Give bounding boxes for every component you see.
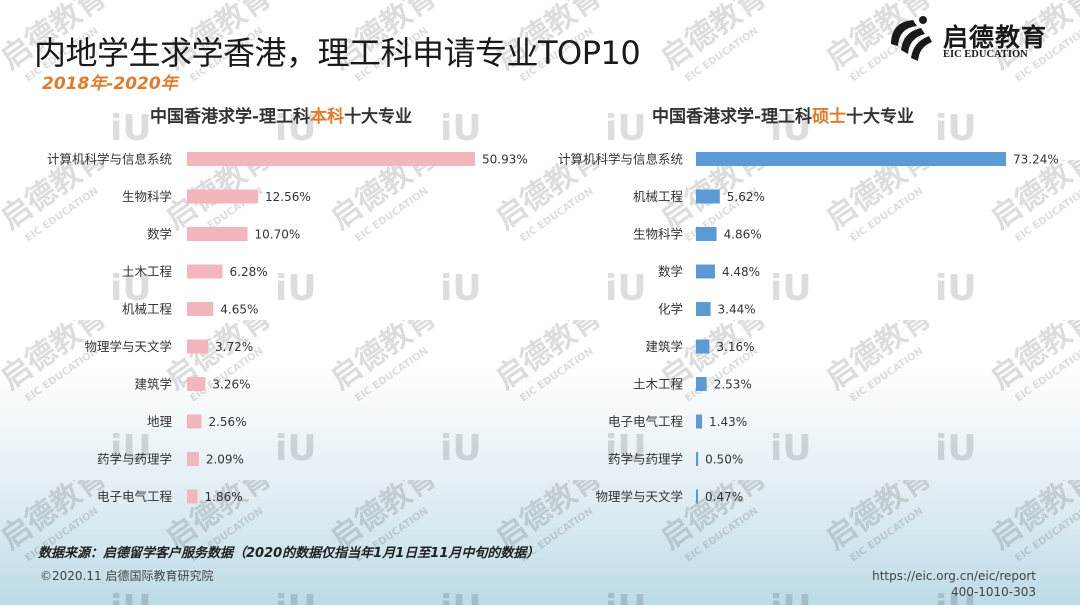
- category-label: 数学: [658, 264, 683, 279]
- bar: [187, 414, 202, 429]
- report-url: https://eic.org.cn/eic/report: [872, 569, 1036, 583]
- bar: [696, 227, 717, 241]
- data-label: 4.65%: [220, 303, 258, 317]
- data-label: 3.44%: [718, 303, 756, 317]
- category-label: 地理: [147, 414, 173, 429]
- chart-title-prefix: 中国香港求学-理工科: [652, 107, 813, 127]
- data-label: 0.50%: [705, 453, 743, 467]
- data-label: 50.93%: [482, 153, 528, 167]
- logo-name-cn: 启德教育: [943, 23, 1048, 52]
- category-label: 药学与药理学: [97, 452, 172, 467]
- data-label: 10.70%: [255, 228, 301, 242]
- bar: [696, 189, 720, 204]
- eic-logo: 启德教育 EIC EDUCATION: [887, 14, 1057, 64]
- category-label: 生物科学: [122, 189, 172, 204]
- category-label: 电子电气工程: [97, 489, 173, 504]
- page-title: 内地学生求学香港，理工科申请专业TOP10: [34, 34, 641, 72]
- data-label: 1.43%: [709, 415, 747, 429]
- data-label: 12.56%: [265, 190, 311, 204]
- category-label: 建筑学: [134, 377, 172, 392]
- category-label: 机械工程: [122, 302, 173, 317]
- bar: [187, 377, 206, 391]
- data-label: 3.72%: [215, 340, 253, 354]
- data-label: 3.16%: [716, 340, 754, 354]
- data-label: 4.48%: [722, 265, 760, 279]
- category-label: 电子电气工程: [608, 414, 684, 429]
- bar: [187, 452, 199, 466]
- category-label: 计算机科学与信息系统: [47, 152, 172, 167]
- data-label: 73.24%: [1013, 153, 1059, 167]
- bar: [696, 152, 1006, 166]
- data-label: 2.56%: [208, 415, 246, 429]
- copyright-text: ©2020.11 启德国际教育研究院: [40, 569, 214, 583]
- hotline-number: 400-1010-303: [950, 585, 1036, 599]
- chart-title-prefix: 中国香港求学-理工科: [150, 107, 311, 127]
- category-label: 物理学与天文学: [84, 339, 172, 354]
- bar: [187, 339, 209, 354]
- data-label: 0.47%: [705, 490, 743, 504]
- data-label: 5.62%: [727, 190, 765, 204]
- page-subtitle-years: 2018年-2020年: [42, 74, 178, 94]
- data-label: 6.28%: [230, 265, 268, 279]
- bar: [696, 414, 703, 429]
- category-label: 计算机科学与信息系统: [558, 152, 683, 167]
- chart-title-highlight: 硕士: [812, 107, 847, 127]
- bar: [696, 339, 710, 354]
- chart-title-suffix: 十大专业: [344, 107, 413, 127]
- bar: [696, 452, 699, 466]
- chart-title-master: 中国香港求学-理工科硕士十大专业: [652, 102, 914, 127]
- bar: [187, 489, 198, 504]
- data-label: 1.86%: [205, 490, 243, 504]
- chart-title-undergrad: 中国香港求学-理工科本科十大专业: [150, 102, 412, 127]
- category-label: 土木工程: [122, 264, 173, 279]
- bar: [187, 152, 475, 166]
- category-label: 生物科学: [633, 227, 683, 242]
- data-label: 3.26%: [212, 378, 250, 392]
- eic-logo-mark-icon: [891, 16, 932, 61]
- category-label: 物理学与天文学: [595, 489, 683, 504]
- bar: [696, 489, 698, 504]
- data-label: 2.53%: [714, 378, 752, 392]
- data-label: 2.09%: [206, 453, 244, 467]
- chart-title-suffix: 十大专业: [846, 107, 915, 127]
- category-label: 化学: [658, 302, 683, 317]
- data-label: 4.86%: [724, 228, 762, 242]
- category-label: 土木工程: [633, 377, 684, 392]
- bar: [187, 227, 248, 241]
- category-label: 建筑学: [645, 339, 683, 354]
- bar: [696, 377, 707, 391]
- logo-name-en: EIC EDUCATION: [943, 49, 1028, 60]
- bar: [187, 302, 214, 316]
- category-label: 机械工程: [633, 189, 684, 204]
- bar: [187, 189, 259, 204]
- category-label: 数学: [147, 227, 172, 242]
- bar: [696, 302, 711, 316]
- bar: [187, 264, 223, 279]
- data-source-note: 数据来源：启德留学客户服务数据（2020的数据仅指当年1月1日至11月中旬的数据…: [38, 546, 540, 561]
- chart-title-highlight: 本科: [310, 107, 345, 127]
- bar: [696, 264, 715, 279]
- category-label: 药学与药理学: [608, 452, 683, 467]
